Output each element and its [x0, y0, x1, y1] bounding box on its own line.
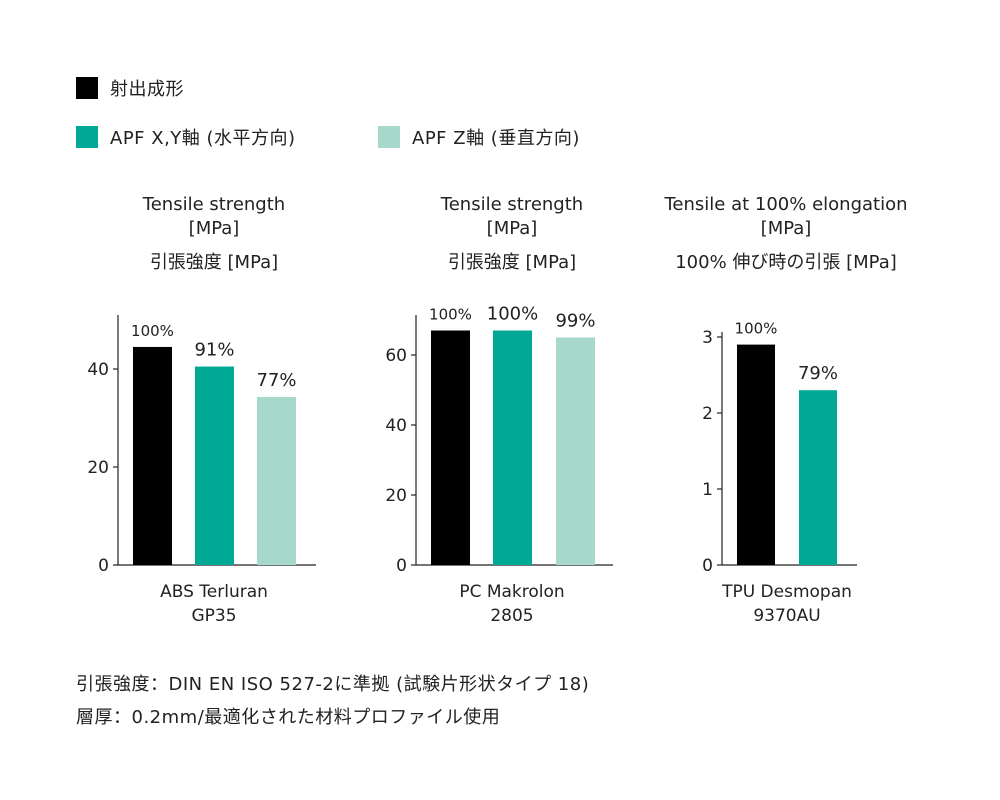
- chart-title: Tensile strength: [440, 194, 584, 215]
- y-tick-label: 0: [702, 556, 713, 576]
- bar-percent-label: 100%: [131, 322, 174, 340]
- legend-item-injection: 射出成形: [76, 75, 184, 101]
- category-line: 9370AU: [753, 606, 821, 626]
- legend-label: 射出成形: [110, 79, 184, 100]
- bar-percent-label: 100%: [429, 306, 472, 324]
- chart-title: Tensile at 100% elongation: [664, 194, 908, 215]
- legend-swatch-injection: [76, 77, 98, 99]
- bar: [195, 366, 234, 565]
- y-tick-label: 20: [385, 486, 407, 506]
- bar-percent-label: 91%: [194, 340, 234, 361]
- legend-label: APF Z軸 (垂直方向): [412, 128, 580, 149]
- bar: [737, 344, 775, 565]
- bar: [799, 390, 837, 565]
- chart-title-jp: 引張強度 [MPa]: [149, 252, 279, 273]
- legend-swatch-apf-z: [378, 126, 400, 148]
- category-line: GP35: [191, 606, 237, 626]
- y-tick-label: 60: [385, 346, 407, 366]
- bar-percent-label: 100%: [735, 320, 778, 338]
- category-line: TPU Desmopan: [722, 582, 852, 602]
- chart-header-2: Tensile strength [MPa] 引張強度 [MPa]: [362, 193, 662, 275]
- y-tick-label: 40: [87, 360, 109, 380]
- bar-percent-label: 79%: [798, 363, 838, 384]
- y-tick-label: 1: [702, 480, 713, 500]
- chart-unit: [MPa]: [486, 218, 538, 239]
- chart-title-jp: 100% 伸び時の引張 [MPa]: [675, 252, 897, 273]
- legend-item-apf-z: APF Z軸 (垂直方向): [378, 124, 580, 150]
- chart-title-jp: 引張強度 [MPa]: [447, 252, 577, 273]
- bar: [257, 396, 296, 565]
- chart-unit: [MPa]: [760, 218, 812, 239]
- footnote-layer-thickness: 層厚：0.2mm/最適化された材料プロファイル使用: [76, 707, 501, 728]
- y-tick-label: 2: [702, 404, 713, 424]
- y-tick-label: 0: [396, 556, 407, 576]
- legend-swatch-apf-xy: [76, 126, 98, 148]
- y-tick-label: 3: [702, 328, 713, 348]
- category-line: ABS Terluran: [160, 582, 268, 602]
- category-label-2: PC Makrolon 2805: [402, 580, 622, 628]
- chart-unit: [MPa]: [188, 218, 240, 239]
- footnote-test-standard: 引張強度：DIN EN ISO 527-2に準拠 (試験片形状タイプ 18): [76, 674, 590, 695]
- chart-title: Tensile strength: [142, 194, 286, 215]
- category-label-1: ABS Terluran GP35: [104, 580, 324, 628]
- chart-header-3: Tensile at 100% elongation [MPa] 100% 伸び…: [636, 193, 936, 275]
- y-tick-label: 20: [87, 458, 109, 478]
- bar: [493, 330, 532, 565]
- legend-item-apf-xy: APF X,Y軸 (水平方向): [76, 124, 296, 150]
- chart-header-1: Tensile strength [MPa] 引張強度 [MPa]: [64, 193, 364, 275]
- y-tick-label: 40: [385, 416, 407, 436]
- bar-percent-label: 100%: [487, 304, 538, 325]
- bar: [133, 346, 172, 565]
- legend-label: APF X,Y軸 (水平方向): [110, 128, 296, 149]
- category-label-3: TPU Desmopan 9370AU: [677, 580, 897, 628]
- category-line: PC Makrolon: [459, 582, 565, 602]
- bar: [431, 330, 470, 565]
- y-tick-label: 0: [98, 556, 109, 576]
- category-line: 2805: [490, 606, 534, 626]
- bar-percent-label: 77%: [256, 370, 296, 391]
- bar-percent-label: 99%: [555, 311, 595, 332]
- bar: [556, 337, 595, 565]
